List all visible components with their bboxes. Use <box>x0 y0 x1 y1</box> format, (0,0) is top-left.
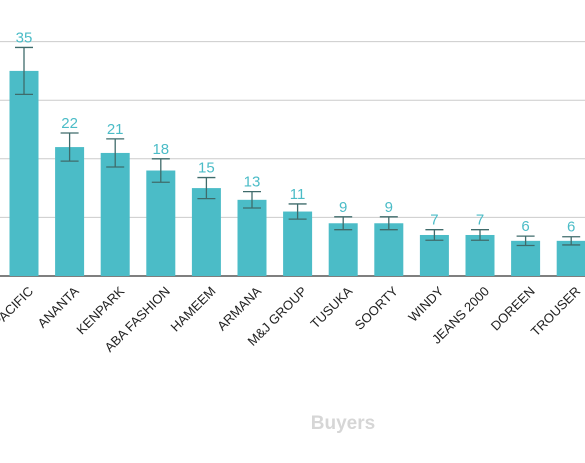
x-axis-title: Buyers <box>311 413 375 434</box>
bar <box>465 234 495 276</box>
bar <box>511 240 541 276</box>
data-labels: 35 22 21 18 15 13 11 9 9 7 7 6 6 <box>16 29 576 235</box>
bar <box>100 152 130 276</box>
x-tick-label: ANANTA <box>35 283 82 330</box>
data-label: 18 <box>152 141 169 158</box>
x-tick-label: PACIFIC <box>0 284 36 330</box>
bar <box>9 70 39 277</box>
data-label: 7 <box>476 212 484 229</box>
data-label: 35 <box>16 29 33 46</box>
bar <box>146 170 176 276</box>
bar <box>374 223 404 276</box>
bar <box>283 211 313 276</box>
x-tick-label: WINDY <box>405 283 446 324</box>
bar <box>419 234 449 276</box>
x-tick-label: HAMEEM <box>168 284 219 335</box>
data-label: 13 <box>244 174 261 191</box>
data-label: 6 <box>521 218 529 235</box>
data-label: 9 <box>385 199 393 216</box>
data-label: 6 <box>567 219 575 236</box>
x-tick-label: SOORTY <box>352 283 401 332</box>
data-label: 11 <box>290 186 306 203</box>
data-label: 9 <box>339 199 347 216</box>
data-label: 15 <box>198 160 215 177</box>
bar <box>328 223 358 276</box>
bar <box>556 240 585 276</box>
bar <box>55 147 85 276</box>
x-tick-label: TUSUKA <box>307 283 355 331</box>
bar <box>191 188 221 276</box>
data-label: 7 <box>430 212 438 229</box>
data-label: 21 <box>107 121 124 138</box>
bar <box>237 199 267 276</box>
data-label: 22 <box>61 115 78 132</box>
x-tick-label: TROUSER <box>528 284 584 340</box>
bars <box>9 46 585 277</box>
